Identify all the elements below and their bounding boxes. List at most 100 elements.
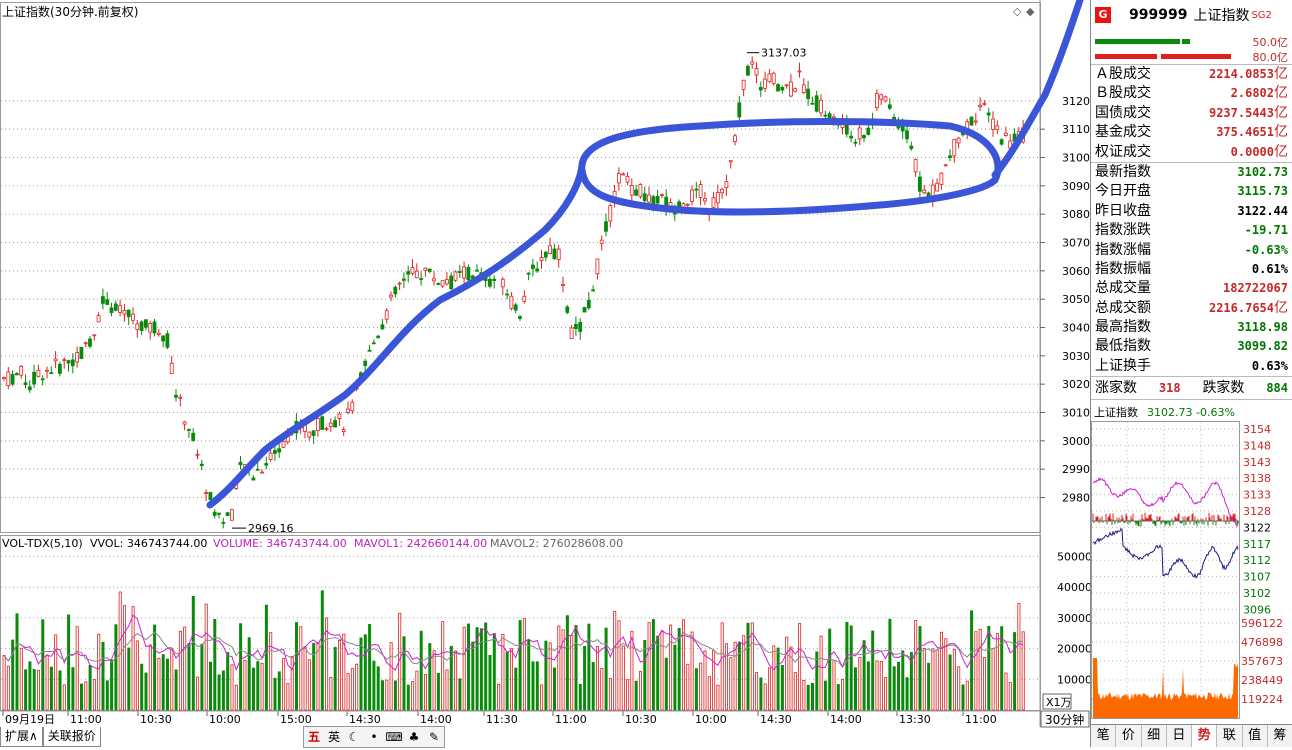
volume-bar [522, 618, 526, 711]
volume-bar [406, 684, 410, 711]
candle-body [595, 258, 600, 275]
volume-bar [806, 684, 810, 711]
volume-bar [505, 652, 509, 711]
g-badge-icon[interactable]: G [1095, 7, 1111, 23]
volume-bar [905, 677, 909, 711]
kline-chart-area[interactable]: 上证指数(30分钟.前复权) ◇ ◆ 2980 2990 3000 3010 3020 3… [0, 0, 1092, 747]
kline-chart[interactable]: 上证指数(30分钟.前复权) ◇ ◆ 2980 2990 3000 3010 3020 3… [0, 0, 1092, 747]
candle-body [75, 352, 79, 363]
stat-label: 今日开盘 [1095, 183, 1151, 200]
candle-body [703, 198, 707, 202]
volume-bar [359, 637, 363, 711]
right-tab[interactable]: 筹 [1268, 725, 1292, 747]
rise-label: 涨家数 [1095, 380, 1137, 397]
volume-bar [19, 647, 23, 711]
candle-body [58, 363, 62, 374]
volume-bar [355, 663, 359, 711]
candle-body [862, 135, 866, 139]
expand-tab[interactable]: 扩展∧ [0, 727, 43, 747]
volume-bar [92, 679, 96, 711]
stat-value: 2216.7654亿 [1208, 299, 1288, 316]
candle-body [913, 159, 918, 173]
candle-body [406, 271, 411, 275]
stat-row: 最新指数 3102.73 [1091, 163, 1292, 182]
ime-wu-icon[interactable]: 五 [307, 730, 320, 744]
volume-bar [230, 664, 234, 711]
candle-body [642, 193, 647, 202]
mini-price-tick: 3102 [1243, 587, 1271, 600]
shirt-icon[interactable]: ♣ [408, 730, 420, 744]
wrench-icon[interactable]: ✎ [428, 730, 440, 744]
volume-bar [720, 622, 724, 711]
right-tab[interactable]: 价 [1116, 725, 1142, 747]
candle-body [531, 264, 535, 269]
time-axis-tick: 13:30 [899, 713, 931, 726]
candle-body [999, 139, 1004, 145]
volume-bar [282, 658, 286, 711]
indicator-name[interactable]: VOL-TDX(5,10) [2, 537, 83, 550]
bar-a-green [1095, 39, 1180, 44]
diamond-icon[interactable]: ◇ [1013, 5, 1022, 18]
right-tab[interactable]: 笔 [1091, 725, 1117, 747]
candle-body [866, 127, 871, 135]
volume-axis-tick: 10000 [1057, 673, 1090, 686]
volume-bar [935, 649, 939, 711]
turnover-label: 权证成交 [1095, 143, 1151, 160]
candle-body [905, 130, 909, 140]
volume-bar [875, 660, 879, 711]
candle-body [922, 189, 927, 194]
candle-body [66, 360, 71, 364]
volume-bar [823, 680, 827, 711]
related-quote-tab[interactable]: 关联报价 [42, 727, 101, 747]
volume-bar [617, 620, 621, 711]
candle-body [148, 323, 153, 333]
sg-badge: SG2 [1251, 9, 1272, 21]
dot-icon[interactable]: • [370, 730, 378, 744]
stat-label: 昨日收盘 [1095, 202, 1151, 219]
ime-english-icon[interactable]: 英 [327, 730, 340, 744]
candle-body [995, 125, 1000, 131]
candle-body [131, 313, 135, 321]
volume-bar [294, 622, 298, 711]
mini-price-tick: 3154 [1243, 423, 1271, 436]
volume-bar [815, 651, 819, 711]
stat-row: 总成交量 182722067 [1091, 279, 1292, 298]
right-tab[interactable]: 细 [1142, 725, 1167, 747]
volume-bar [613, 610, 617, 711]
index-stats-list: 最新指数 3102.73 今日开盘 3115.73 昨日收盘 3122.44 指数涨跌 -19… [1091, 163, 1292, 378]
candle-body [83, 342, 88, 345]
candle-body [251, 477, 256, 481]
volume-bar [944, 638, 948, 711]
price-axis-tick: 2990 [1062, 463, 1090, 476]
candle-body [875, 93, 879, 108]
mini-price-tick: 3096 [1243, 603, 1271, 616]
volume-bar [858, 657, 862, 711]
stat-row: 昨日收盘 3122.44 [1091, 202, 1292, 221]
volume-bar [256, 661, 260, 711]
volume-bar [957, 666, 961, 711]
volume-bar [385, 679, 389, 711]
diamond-filled-icon[interactable]: ◆ [1026, 5, 1035, 18]
price-axis-tick: 3120 [1062, 95, 1090, 108]
right-tab[interactable]: 值 [1243, 725, 1268, 747]
candle-body [371, 342, 376, 345]
keyboard-icon[interactable]: ⌨ [385, 730, 403, 744]
stat-value: 0.61% [1251, 261, 1288, 276]
right-tab[interactable]: 势 [1192, 725, 1218, 747]
candle-body [539, 257, 544, 262]
candle-body [948, 155, 952, 159]
volume-bar [686, 663, 690, 711]
intraday-mini-chart[interactable]: 上证指数 3102.73 -0.63% 3154 3148 3143 3138 3133… [1091, 403, 1292, 723]
volume-bar [639, 671, 643, 711]
moon-icon[interactable]: ☾ [348, 730, 360, 744]
right-tab[interactable]: 日 [1167, 725, 1192, 747]
candle-body [810, 102, 815, 105]
candle-body [776, 84, 780, 92]
period-label[interactable]: 30分钟 [1045, 712, 1084, 727]
volume-bar [389, 642, 393, 711]
right-tab[interactable]: 联 [1217, 725, 1243, 747]
stat-row: 最低指数 3099.82 [1091, 337, 1292, 356]
candle-body [746, 65, 750, 76]
candle-body [724, 181, 729, 189]
volume-bar [548, 642, 552, 711]
